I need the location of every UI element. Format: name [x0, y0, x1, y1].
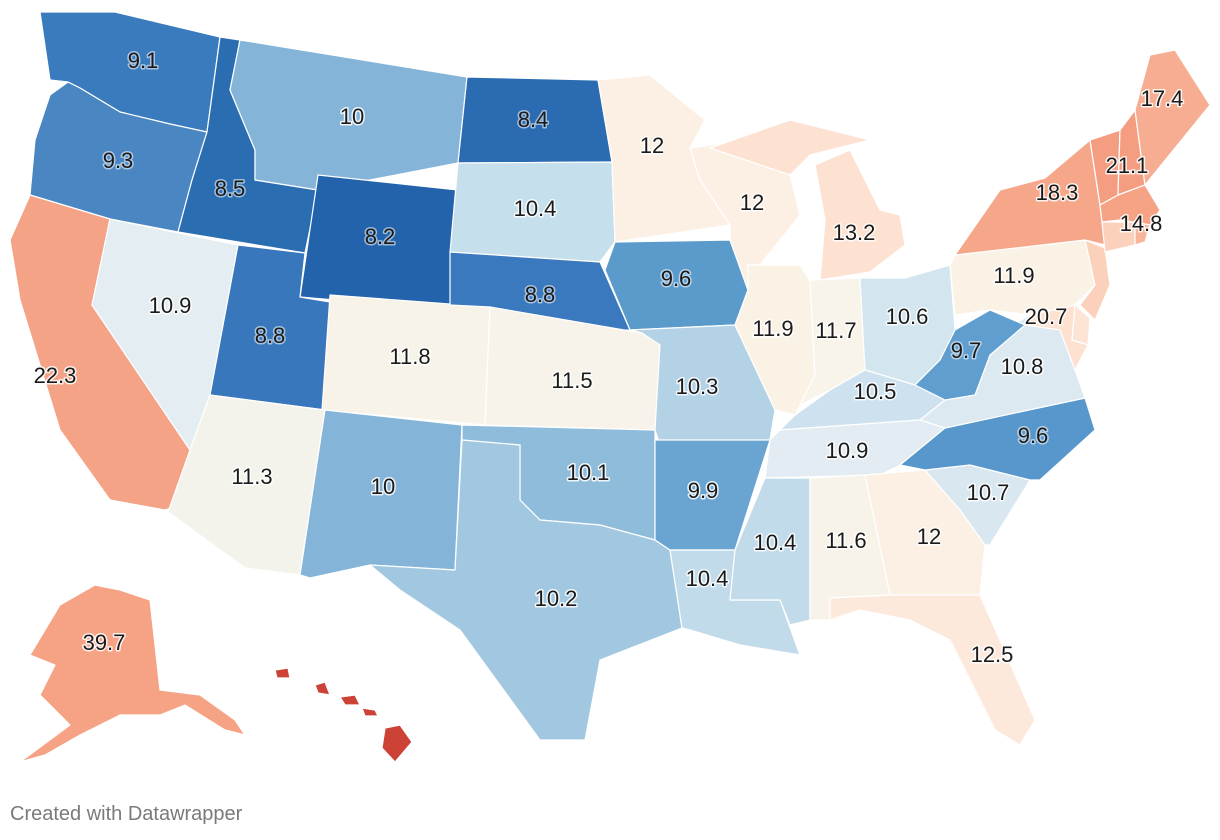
label-NE: 8.8 — [525, 282, 556, 307]
label-VT: 21.1 — [1106, 153, 1149, 178]
label-CO: 11.8 — [389, 344, 430, 369]
label-ID: 8.5 — [215, 176, 246, 201]
state-MD[interactable] — [1024, 304, 1089, 371]
label-MN: 12 — [640, 133, 664, 158]
label-UT: 8.8 — [255, 323, 286, 348]
datawrapper-credit[interactable]: Created with Datawrapper — [10, 803, 243, 825]
label-TX: 10.2 — [535, 586, 578, 611]
us-choropleth-map: 9.1 9.3 22.3 8.5 10.9 10 8.2 8.8 11.3 11… — [9, 11, 1211, 763]
label-AL: 11.6 — [825, 528, 866, 553]
label-MD: 20.7 — [1025, 304, 1068, 329]
label-MI: 13.2 — [833, 220, 876, 245]
label-WI: 12 — [740, 190, 764, 215]
label-FL: 12.5 — [971, 642, 1014, 667]
label-TN: 10.9 — [826, 438, 869, 463]
label-NM: 10 — [371, 474, 395, 499]
state-ME[interactable] — [1134, 49, 1211, 186]
label-KS: 11.5 — [551, 368, 592, 393]
state-AK[interactable] — [19, 584, 246, 763]
label-WY: 8.2 — [365, 224, 396, 249]
label-OK: 10.1 — [567, 460, 610, 485]
label-LA: 10.4 — [686, 566, 729, 591]
label-AK: 39.7 — [83, 630, 126, 655]
state-RI[interactable] — [1134, 221, 1151, 246]
label-IA: 9.6 — [661, 266, 692, 291]
state-SD[interactable] — [449, 161, 616, 263]
label-AZ: 11.3 — [231, 464, 272, 489]
state-NY[interactable] — [954, 139, 1106, 256]
label-VA: 10.8 — [1001, 354, 1044, 379]
label-SD: 10.4 — [514, 196, 557, 221]
label-IN: 11.7 — [815, 318, 856, 343]
label-KY: 10.5 — [854, 379, 897, 404]
label-OR: 9.3 — [103, 148, 134, 173]
label-CA: 22.3 — [34, 363, 77, 388]
label-IL: 11.9 — [752, 316, 793, 341]
label-MA: 14.8 — [1120, 211, 1163, 236]
state-TX[interactable] — [369, 439, 683, 741]
label-MO: 10.3 — [676, 374, 719, 399]
label-SC: 10.7 — [967, 480, 1010, 505]
label-NV: 10.9 — [149, 293, 192, 318]
label-ME: 17.4 — [1141, 86, 1184, 111]
label-GA: 12 — [917, 524, 941, 549]
state-HI[interactable] — [274, 667, 413, 763]
label-WA: 9.1 — [128, 48, 159, 73]
label-PA: 11.9 — [993, 263, 1034, 288]
state-NC[interactable] — [899, 397, 1096, 481]
label-MS: 10.4 — [754, 530, 797, 555]
label-NC: 9.6 — [1018, 423, 1049, 448]
label-NY: 18.3 — [1036, 180, 1079, 205]
state-MI[interactable] — [709, 119, 906, 281]
state-FL[interactable] — [829, 594, 1036, 746]
label-AR: 9.9 — [688, 478, 719, 503]
state-WV[interactable] — [914, 309, 1026, 401]
label-ND: 8.4 — [518, 107, 549, 132]
label-OH: 10.6 — [886, 304, 929, 329]
label-MT: 10 — [340, 104, 364, 129]
label-WV: 9.7 — [951, 338, 982, 363]
